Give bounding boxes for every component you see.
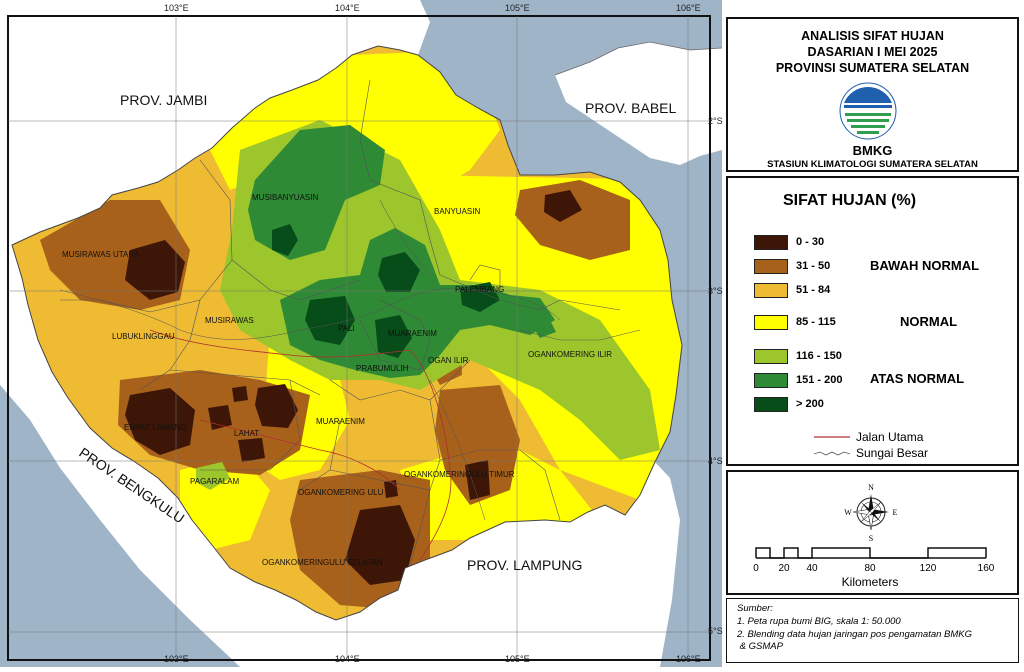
swatch-151-200 [754,373,788,388]
coord-right-5s: 5°S [708,626,723,636]
label-musirawas: MUSIRAWAS [205,316,254,325]
coord-right-2s: 2°S [708,116,723,126]
swatch-116-150 [754,349,788,364]
label-31-50: 31 - 50 [796,260,831,272]
scale-tick-120: 120 [920,563,937,574]
scale-bar: 0 20 40 80 120 160 Kilometers [753,547,995,589]
scale-panel: N S W E 0 20 40 80 120 160 Kilometers [726,470,1019,595]
province-outline [11,45,683,621]
coord-bottom-103: 103°E [164,654,189,664]
source-heading: Sumber: [737,603,773,614]
swatch-over-200 [754,397,788,412]
swatch-51-84 [754,283,788,298]
scale-unit: Kilometers [842,575,899,589]
rainfall-map: PROV. JAMBI PROV. BABEL PROV. BENGKULU P… [0,0,723,667]
label-51-84: 51 - 84 [796,284,831,296]
label-palembang: PALEMBANG [455,285,504,294]
legend-panel: SIFAT HUJAN (%) 0 - 30 31 - 50 51 - 84 8… [726,176,1019,466]
label-lubuklinggau: LUBUKLINGGAU [112,332,175,341]
regency-boundaries [60,79,641,566]
label-151-200: 151 - 200 [796,374,843,386]
label-prabumulih: PRABUMULIH [356,364,409,373]
compass-s: S [869,534,873,542]
label-prov-jambi: PROV. JAMBI [120,92,207,108]
scale-tick-40: 40 [806,563,818,574]
bangka-coast [554,41,723,76]
source-line-1: 1. Peta rupa bumi BIG, skala 1: 50.000 [737,616,901,627]
label-ogankomering-ulu: OGANKOMERING ULU [298,488,384,497]
river-symbol [814,451,850,456]
source-panel: Sumber: 1. Peta rupa bumi BIG, skala 1: … [726,598,1019,663]
compass-w: W [844,508,852,517]
label-empat-lawang: EMPAT LAWANG [124,423,187,432]
label-0-30: 0 - 30 [796,236,825,248]
graticule [8,16,710,660]
category-bawah-normal: BAWAH NORMAL [870,258,980,273]
label-sungai-besar: Sungai Besar [856,446,929,460]
swatch-85-115 [754,315,788,330]
label-muaraenim-2: MUARAENIM [316,417,365,426]
scale-tick-20: 20 [778,563,790,574]
label-ogankomeringulu-timur: OGANKOMERINGULU TIMUR [404,470,515,479]
label-muaraenim-1: MUARAENIM [388,329,437,338]
map-frame [7,15,711,661]
coord-top-103: 103°E [164,3,189,13]
coord-top-105: 105°E [505,3,530,13]
legend-title: SIFAT HUJAN (%) [783,192,917,209]
coord-bottom-105: 105°E [505,654,530,664]
compass-icon: N S W E [844,483,898,542]
title-line-2: DASARIAN I MEI 2025 [807,45,938,59]
compass-e: E [893,508,898,517]
title-line-3: PROVINSI SUMATERA SELATAN [775,61,970,75]
source-line-2: 2. Blending data hujan jaringan pos peng… [737,629,973,640]
label-musibanyuasin: MUSIBANYUASIN [252,193,318,202]
label-85-115: 85 - 115 [796,316,836,328]
category-atas-normal: ATAS NORMAL [870,371,965,386]
scale-tick-80: 80 [864,563,876,574]
label-banyuasin: BANYUASIN [434,207,480,216]
swatch-0-30 [754,235,788,250]
jambi-land [0,0,430,250]
coord-top-106: 106°E [676,3,701,13]
label-116-150: 116 - 150 [796,350,842,362]
label-prov-lampung: PROV. LAMPUNG [467,557,582,573]
label-ogankomeringulu-selatan: OGANKOMERINGULU SELATAN [262,558,383,567]
bmkg-logo-icon [839,82,897,140]
coord-right-4s: 4°S [708,456,723,466]
source-line-3: & GSMAP [737,641,783,652]
coord-bottom-104: 104°E [335,654,360,664]
lampung-bengkulu-land [0,245,680,667]
rivers [59,199,561,521]
bmkg-logo-text: BMKG [852,143,893,158]
line-symbols [814,436,850,456]
category-normal: NORMAL [900,314,958,329]
indian-ocean [0,385,240,667]
label-pali: PALI [338,324,355,333]
coord-bottom-106: 106°E [676,654,701,664]
label-lahat: LAHAT [234,429,259,438]
bangka-land [555,42,722,165]
title-panel: ANALISIS SIFAT HUJAN DASARIAN I MEI 2025… [726,17,1019,172]
scale-tick-160: 160 [978,563,995,574]
label-ogankomering-ilir: OGANKOMERING ILIR [528,350,612,359]
title-line-1: ANALISIS SIFAT HUJAN [801,29,944,43]
scale-tick-0: 0 [753,563,759,574]
map-canvas: PROV. JAMBI PROV. BABEL PROV. BENGKULU P… [0,0,723,667]
coord-top-104: 104°E [335,3,360,13]
label-over-200: > 200 [796,398,824,410]
coord-right-3s: 3°S [708,286,723,296]
label-pagaralam: PAGARALAM [190,477,240,486]
label-ogan-ilir: OGAN ILIR [428,356,469,365]
station-name: STASIUN KLIMATOLOGI SUMATERA SELATAN [767,159,978,170]
swatch-31-50 [754,259,788,274]
label-prov-babel: PROV. BABEL [585,100,677,116]
main-roads [149,329,452,561]
label-musirawas-utara: MUSIRAWAS UTARA [62,250,140,259]
compass-n: N [868,483,874,492]
label-jalan-utama: Jalan Utama [856,430,924,444]
